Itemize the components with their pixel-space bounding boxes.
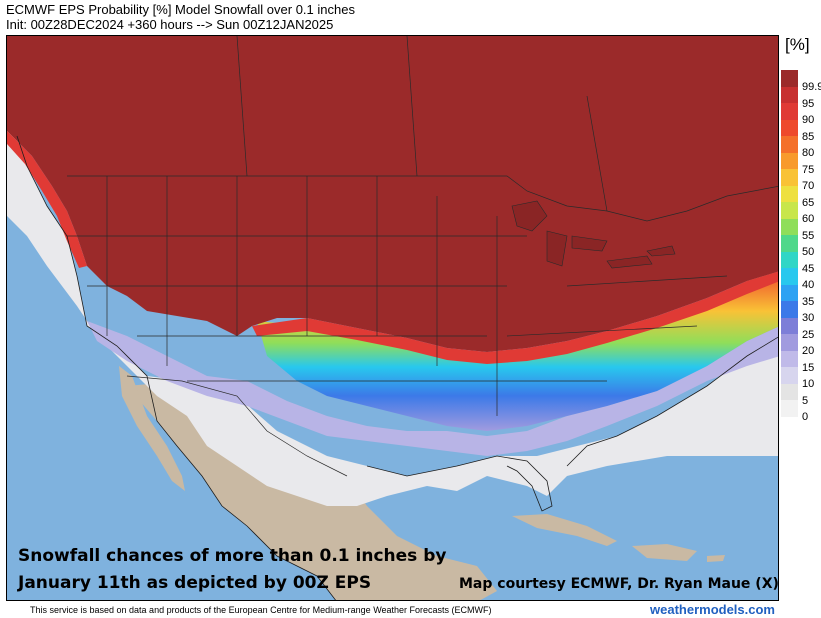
legend-label-40: 40 xyxy=(802,279,815,291)
legend-label-50: 50 xyxy=(802,246,815,258)
legend-label-25: 25 xyxy=(802,328,815,341)
legend-label-45: 45 xyxy=(802,262,815,275)
init-time-label: Init: 00Z28DEC2024 +360 hours --> Sun 00… xyxy=(6,17,334,32)
legend-swatch-40 xyxy=(781,268,798,285)
legend-label-99.9: 99.9 xyxy=(802,81,821,93)
legend-swatch-20 xyxy=(781,334,798,351)
legend-label-85: 85 xyxy=(802,130,815,143)
high-probability-region xyxy=(7,36,778,352)
low-probability-region xyxy=(7,131,778,506)
legend-swatch-15 xyxy=(781,350,798,367)
legend-swatch-0 xyxy=(781,400,798,417)
legend-label-95: 95 xyxy=(802,97,815,110)
legend-label-80: 80 xyxy=(802,147,815,159)
caption-line-1: Snowfall chances of more than 0.1 inches… xyxy=(18,546,447,566)
legend-swatch-50 xyxy=(781,235,798,252)
legend-swatch-30 xyxy=(781,301,798,318)
legend-swatch-35 xyxy=(781,284,798,301)
footer-note: This service is based on data and produc… xyxy=(30,605,492,615)
probability-map: Snowfall chances of more than 0.1 inches… xyxy=(6,35,779,601)
probability-band-20 xyxy=(87,321,778,456)
legend-label-30: 30 xyxy=(802,312,815,324)
great-lakes xyxy=(511,200,676,269)
legend-label-0: 0 xyxy=(802,411,809,423)
legend-label-5: 5 xyxy=(802,394,809,407)
legend-swatch-70 xyxy=(781,169,798,186)
legend-label-90: 90 xyxy=(802,114,815,126)
legend-swatch-55 xyxy=(781,218,798,235)
color-legend: 99.9 95 90 85 80 75 70 65 60 55 50 45 40 35 30 25 20 15 10… xyxy=(781,70,821,430)
legend-swatch-75 xyxy=(781,152,798,169)
legend-swatch-85 xyxy=(781,119,798,136)
red-edge-south xyxy=(252,271,778,364)
legend-swatch-60 xyxy=(781,202,798,219)
legend-swatch-25 xyxy=(781,317,798,334)
legend-label-70: 70 xyxy=(802,180,815,192)
legend-swatch-5 xyxy=(781,383,798,400)
legend-label-15: 15 xyxy=(802,361,815,374)
probability-transition-band xyxy=(257,271,778,431)
baja-california xyxy=(119,366,185,491)
brand-link[interactable]: weathermodels.com xyxy=(650,602,775,617)
map-credit: Map courtesy ECMWF, Dr. Ryan Maue (X) xyxy=(459,576,779,592)
hispaniola xyxy=(632,544,697,561)
caption-line-2: January 11th as depicted by 00Z EPS xyxy=(18,573,372,593)
legend-swatch-90 xyxy=(781,103,798,120)
legend-label-60: 60 xyxy=(802,213,815,225)
cuba xyxy=(512,514,617,546)
map-title: ECMWF EPS Probability [%] Model Snowfall… xyxy=(6,2,355,17)
legend-swatch-45 xyxy=(781,251,798,268)
coastline xyxy=(16,135,778,600)
legend-label-55: 55 xyxy=(802,229,815,242)
puerto-rico xyxy=(707,555,725,562)
political-borders xyxy=(67,36,778,477)
legend-label-75: 75 xyxy=(802,163,815,176)
legend-swatch-10 xyxy=(781,367,798,384)
legend-label-65: 65 xyxy=(802,196,815,209)
legend-swatch-65 xyxy=(781,185,798,202)
legend-label-35: 35 xyxy=(802,295,815,308)
legend-swatch-99.9 xyxy=(781,70,798,87)
legend-unit: [%] xyxy=(785,35,810,54)
legend-swatch-80 xyxy=(781,136,798,153)
legend-swatch-95 xyxy=(781,86,798,103)
legend-label-10: 10 xyxy=(802,378,815,390)
legend-label-20: 20 xyxy=(802,345,815,357)
